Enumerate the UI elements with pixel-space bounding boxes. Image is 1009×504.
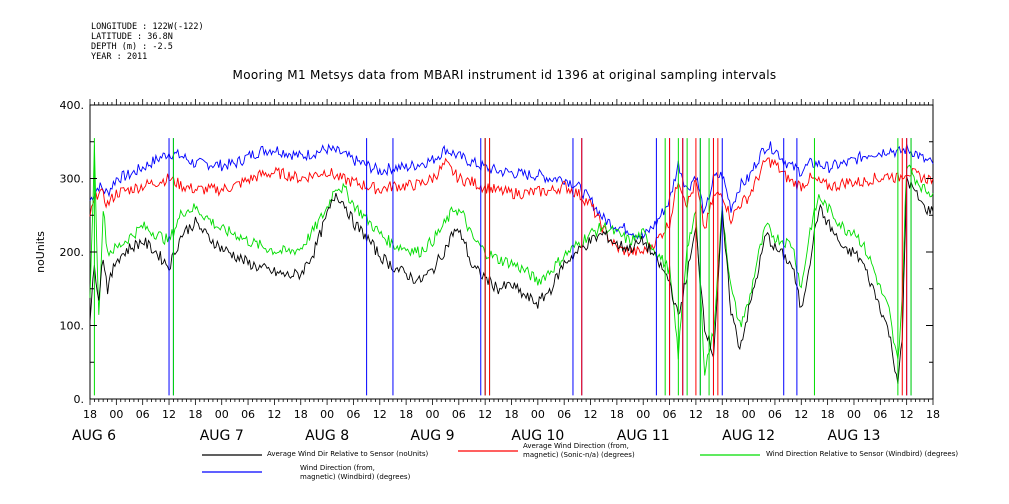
y-tick-label: 400.	[60, 99, 85, 112]
hour-tick-label: 00	[425, 408, 439, 421]
axis-layer: 0. 100. 200. 300. 400. 18 00 06 12 18 00 06 12 18 00 06…	[60, 99, 940, 444]
metadata-block: LONGITUDE : 122W(-122) LATITUDE : 36.8N …	[91, 22, 204, 62]
series-line-3	[89, 145, 934, 376]
hour-tick-label: 18	[399, 408, 413, 421]
day-label: AUG 10	[511, 428, 564, 444]
hour-tick-label: 18	[610, 408, 624, 421]
day-label: AUG 7	[200, 428, 244, 444]
legend-label-1: Average Wind Dir Relative to Sensor (noU…	[267, 450, 428, 458]
chart-title: Mooring M1 Metsys data from MBARI instru…	[232, 68, 777, 82]
day-label: AUG 6	[72, 428, 116, 444]
hour-tick-label: 18	[715, 408, 729, 421]
hour-tick-label: 12	[689, 408, 703, 421]
plot-frame	[89, 104, 934, 400]
hour-tick-label: 06	[452, 408, 466, 421]
year-text: YEAR : 2011	[91, 52, 148, 62]
hour-tick-label: 18	[505, 408, 519, 421]
hour-tick-label: 18	[83, 408, 97, 421]
hour-tick-label: 12	[584, 408, 598, 421]
day-label: AUG 12	[722, 428, 775, 444]
series-layer	[89, 141, 934, 384]
hour-tick-label: 12	[478, 408, 492, 421]
hour-tick-label: 12	[373, 408, 387, 421]
depth-text: DEPTH (m) : -2.5	[91, 42, 173, 52]
hour-tick-label: 06	[557, 408, 571, 421]
hour-tick-label: 12	[794, 408, 808, 421]
y-tick-label: 0.	[74, 393, 85, 406]
hour-tick-label: 06	[768, 408, 782, 421]
legend-label-4: Wind Direction (from, magnetic) (Windbird…	[300, 464, 411, 481]
hour-tick-label: 00	[636, 408, 650, 421]
day-label: AUG 8	[305, 428, 349, 444]
hour-tick-label: 00	[847, 408, 861, 421]
legend: Average Wind Dir Relative to Sensor (noU…	[202, 442, 958, 481]
y-tick-label: 100.	[60, 320, 85, 333]
hour-tick-label: 06	[241, 408, 255, 421]
hour-tick-label: 06	[663, 408, 677, 421]
hour-tick-label: 18	[821, 408, 835, 421]
hour-tick-label: 00	[320, 408, 334, 421]
legend-label-2: Average Wind Direction (from, magnetic) (…	[523, 442, 635, 459]
hour-tick-label: 12	[900, 408, 914, 421]
hour-tick-label: 00	[215, 408, 229, 421]
hour-tick-label: 12	[162, 408, 176, 421]
hour-tick-label: 18	[188, 408, 202, 421]
day-label: AUG 9	[410, 428, 454, 444]
y-tick-label: 200.	[60, 246, 85, 259]
y-tick-label: 300.	[60, 173, 85, 186]
longitude-text: LONGITUDE : 122W(-122)	[91, 22, 204, 32]
series-line-2	[89, 157, 934, 258]
series-line-4	[89, 141, 934, 240]
hour-tick-label: 00	[109, 408, 123, 421]
hour-tick-label: 06	[136, 408, 150, 421]
hour-tick-label: 18	[926, 408, 940, 421]
hour-tick-label: 00	[742, 408, 756, 421]
hour-tick-label: 00	[531, 408, 545, 421]
spike-layer	[93, 138, 912, 396]
legend-label-3: Wind Direction Relative to Sensor (Windb…	[766, 450, 958, 458]
hour-tick-label: 18	[294, 408, 308, 421]
hour-tick-label: 06	[346, 408, 360, 421]
series-line-1	[89, 176, 934, 384]
day-label: AUG 11	[617, 428, 670, 444]
y-axis-label: noUnits	[34, 231, 47, 273]
hour-tick-label: 06	[873, 408, 887, 421]
latitude-text: LATITUDE : 36.8N	[91, 32, 173, 42]
hour-tick-label: 12	[267, 408, 281, 421]
day-label: AUG 13	[828, 428, 881, 444]
